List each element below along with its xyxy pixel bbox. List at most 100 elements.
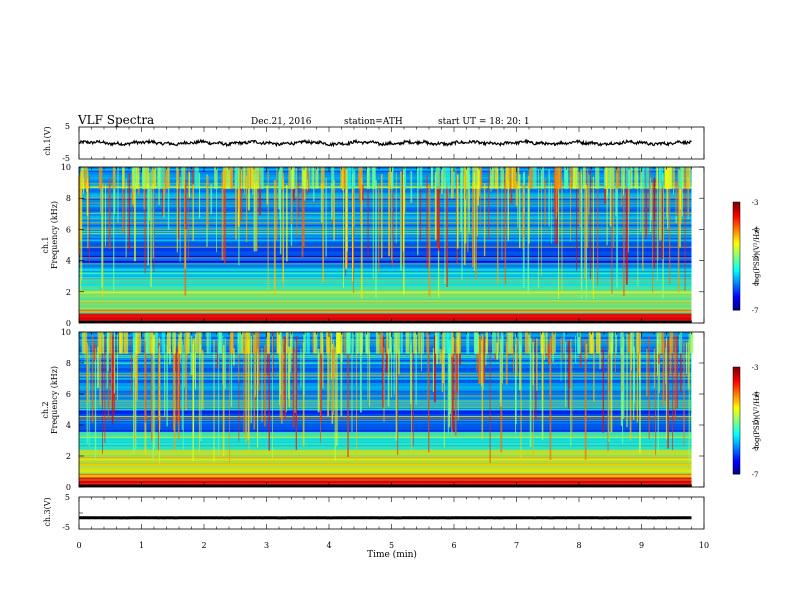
ch2-spectrogram-hf-burst [244,332,249,354]
ch2-colorbar-color-step [733,445,740,448]
ch1-spectrogram-band [79,222,692,225]
ch1-spectrogram-ytick-label: 0 [66,319,71,328]
ch2-colorbar-color-step [733,370,740,373]
ch2-spectrogram-band [79,333,692,336]
ch2-spectrogram-band [79,407,692,409]
ch1-spectrogram-hf-burst [236,167,240,189]
ch1-spectrogram-hf-burst [259,167,264,189]
ch1-spectrogram-band [79,178,692,181]
ch2-spectrogram-hf-burst [447,332,452,354]
ch2-spectrogram-hf-burst [313,332,318,354]
ch1-spectrogram-hf-burst [508,167,514,189]
ch1-spectrogram-hf-burst [472,167,476,189]
ch1-spectrogram-hf-burst [441,167,446,189]
ch2-spectrogram-band [79,336,692,339]
ch2-spectrogram-hf-burst [155,332,159,354]
ch2-spectrogram-band [79,379,692,382]
ch2-spectrogram-band [79,415,692,418]
ch1-spectrogram-hf-burst [460,167,464,189]
ch1-spectrogram-hf-burst [342,167,347,189]
ch1-spectrogram-band [79,167,692,169]
ch1-spectrogram-band [79,262,692,265]
ch1-spectrogram-band [79,308,692,311]
ch2-colorbar-tick-label: -3 [752,364,759,372]
ch2-spectrogram-band [79,377,692,380]
ch2-colorbar-tick-label: -7 [752,471,759,479]
ch1-spectrogram-hf-burst [145,167,150,189]
start-ut-label: start UT = 18: 20: 1 [438,117,530,127]
ch2-colorbar-color-step [733,406,740,409]
ch2-spectrogram-hf-burst [285,332,288,354]
ch2-spectrogram-hf-burst [81,332,86,354]
ch2-colorbar-color-step [733,450,740,454]
time-tick-label: 8 [576,541,581,550]
ch1-spectrogram-hf-burst [315,167,319,189]
ch1-spectrogram-band [79,268,692,271]
ch1-spectrogram-hf-burst [615,167,620,189]
ch2-spectrogram-hf-burst [500,332,504,354]
ch1-spectrogram-band [79,313,692,316]
ch1-colorbar: log(PSD)(V²/Hz) -3 -4 -5 -6 -7 [732,199,761,315]
time-tick-label: 4 [326,541,331,550]
ch1-spectrogram-dc-band [79,320,692,323]
ch1-spectrogram-band [79,170,692,173]
ch1-colorbar-color-step [733,268,740,271]
ch1-spectrogram-hf-burst [346,167,352,189]
ch1-spectrogram-hf-burst [435,167,440,189]
ch2-spectrogram-hf-burst [629,332,635,354]
ch2-colorbar-color-step [733,372,740,375]
ch1-spectrogram-band [79,304,692,307]
ch2-spectrogram-band [79,426,692,429]
ch1-spectrogram-band [79,214,692,217]
ch2-spectrogram-hf-burst [132,332,136,354]
ch1-spectrogram-hf-burst [157,167,161,189]
ch3-ytick-bottom: -5 [62,523,70,532]
ch2-colorbar-color-step [733,386,740,389]
ch2-colorbar-color-step [733,427,740,430]
ch2-colorbar-tick-label: -5 [752,418,759,426]
ch2-spectrogram-band [79,372,692,375]
ch2-spectrogram-hf-burst [326,332,331,354]
ch2-spectrogram-band [79,380,692,383]
ch2-spectrogram-hf-burst [352,332,354,354]
ch1-colorbar-color-step [733,284,740,288]
ch2-spectrogram-band [79,451,692,454]
ch1-spectrogram-band [79,203,692,206]
ch1-colorbar-color-step [733,256,740,259]
ch1-spectrogram-band [79,265,692,268]
ch2-colorbar-color-step [733,408,740,411]
ch1-colorbar-color-step [733,257,740,261]
ch1-ytick-top: 5 [65,122,70,131]
ch1-spectrogram-band [79,283,692,286]
ch2-spectrogram-hf-burst [198,332,201,354]
ch2-spectrogram-band [79,449,692,452]
ch1-spectrogram-band [79,316,692,319]
ch2-colorbar-color-step [733,415,740,418]
ch1-colorbar-label: log(PSD)(V²/Hz) [753,227,761,284]
ch1-spectrogram-band [79,240,692,243]
ch2-colorbar-color-step [733,429,740,432]
ch2-colorbar-color-step [733,422,740,425]
ch2-spectrogram-band [79,389,692,392]
ch2-colorbar-color-step [733,465,740,468]
ch1-colorbar-color-step [733,248,740,252]
ch2-spectrogram-hf-burst [185,332,188,354]
ch1-spectrogram-hf-burst [181,167,186,189]
ch2-spectrogram-hf-burst [466,332,470,354]
ch1-spectrogram-band [79,176,692,179]
ch1-colorbar-color-step [733,281,740,284]
ch2-spectrogram-hf-burst [405,332,410,354]
ch1-spectrogram-hf-burst [463,167,468,189]
ch1-spectrogram-hf-burst [642,167,645,189]
ch1-spectrogram-band [79,318,692,321]
ch2-spectrogram-band [79,345,692,347]
ch2-spectrogram-band [79,394,692,396]
ch1-colorbar-color-step [733,241,740,244]
ch2-spectrogram-hf-burst [276,332,282,354]
ch1-spectrogram-hf-burst [142,167,146,189]
ch1-spectrogram-hf-burst [226,167,230,189]
ch1-spectrogram-hf-burst [135,167,140,189]
ch2-colorbar-color-step [733,452,740,455]
ch2-spectrogram-band [79,472,692,475]
ch2-colorbar-color-step [733,449,740,452]
